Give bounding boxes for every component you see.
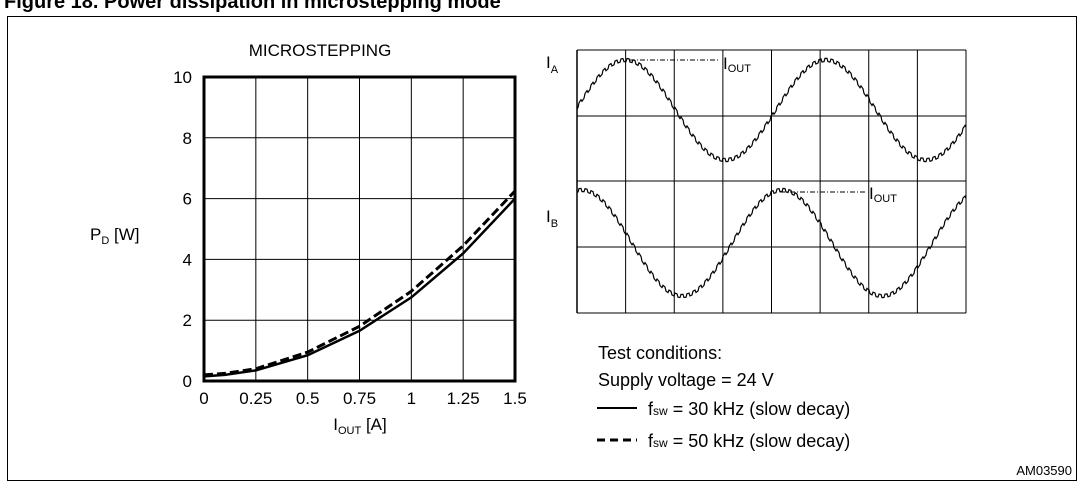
- tick-labels: 0 0.25 0.5 0.75 1 1.25 1.5 0 2 4 6 8 10: [173, 68, 527, 408]
- legend-entry-50khz: fsw = 50 kHz (slow decay): [648, 431, 851, 451]
- y-tick-label: 8: [183, 129, 192, 148]
- x-tick-label: 0.75: [343, 389, 376, 408]
- figure-code: AM03590: [1016, 463, 1072, 478]
- chart-title: MICROSTEPPING: [249, 41, 392, 60]
- x-tick-label: 1.5: [503, 389, 527, 408]
- x-tick-label: 0.25: [239, 389, 272, 408]
- ib-waveform: [576, 187, 967, 299]
- iout-annotation-a: IOUT: [723, 54, 751, 75]
- ia-waveform: [576, 57, 967, 163]
- y-axis-label: PD [W]: [90, 225, 140, 247]
- series-50khz-line: [203, 189, 517, 377]
- x-tick-label: 0.5: [296, 389, 320, 408]
- figure-title: Figure 18. Power dissipation in microste…: [4, 0, 501, 13]
- supply-voltage: Supply voltage = 24 V: [598, 370, 774, 390]
- series-30khz-line: [203, 197, 516, 378]
- phase-current-waveforms: IA IB IOUT IOUT: [546, 49, 967, 314]
- y-tick-label: 2: [183, 311, 192, 330]
- plot-frame: [202, 75, 517, 383]
- x-tick-label: 1: [407, 389, 416, 408]
- ib-label: IB: [546, 207, 558, 230]
- test-conditions-heading: Test conditions:: [598, 343, 723, 363]
- y-tick-label: 6: [183, 190, 192, 209]
- power-dissipation-chart: MICROSTEPPING 0 0.25 0.5 0.75 1 1.25 1.5 0 2 4 6 8 1…: [90, 41, 527, 437]
- x-tick-label: 0: [199, 389, 208, 408]
- waveform-annotations: [630, 59, 866, 193]
- waveform-grid: [576, 49, 967, 314]
- legend-entry-30khz: fsw = 30 kHz (slow decay): [648, 399, 851, 419]
- ia-label: IA: [546, 53, 559, 76]
- waveform-traces: [576, 57, 967, 299]
- y-tick-label: 4: [183, 250, 192, 269]
- chart-series: [203, 189, 517, 378]
- chart-grid: [203, 76, 516, 382]
- x-axis-label: IOUT [A]: [333, 415, 386, 437]
- figure-frame: [7, 16, 1077, 481]
- x-tick-label: 1.25: [447, 389, 480, 408]
- y-tick-label: 10: [173, 68, 192, 87]
- iout-annotation-b: IOUT: [869, 184, 897, 205]
- y-tick-label: 0: [183, 372, 192, 391]
